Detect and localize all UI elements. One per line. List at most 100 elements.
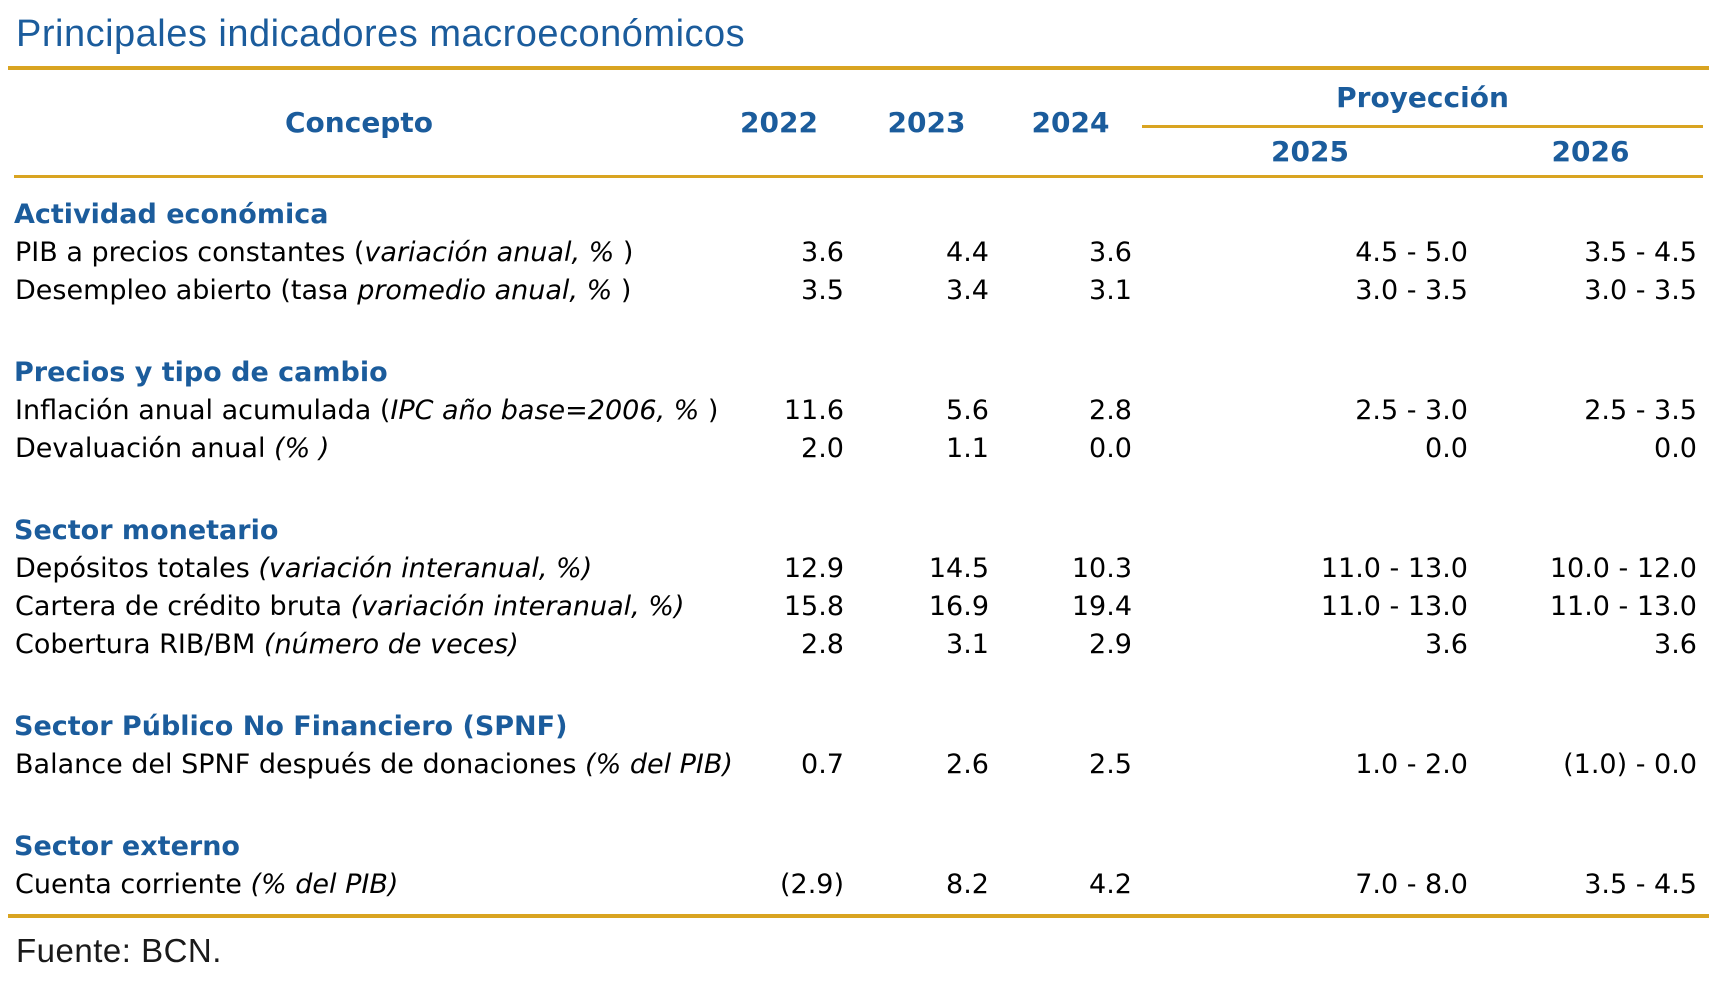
section-heading: Precios y tipo de cambio xyxy=(14,357,388,388)
cell-value: 3.5 - 4.5 xyxy=(1584,869,1697,900)
row-label-text: Cobertura RIB/BM xyxy=(15,629,264,660)
cell-value: 2.8 xyxy=(801,629,844,660)
cell-value: 3.6 xyxy=(1654,629,1697,660)
table-row: PIB a precios constantes (variación anua… xyxy=(14,234,1703,272)
table-header: Concepto 2022 2023 2024 Proyección 2025 … xyxy=(14,70,1703,176)
cell-value: 3.6 xyxy=(1089,237,1132,268)
section-sector-monetario: Sector monetario Depósitos totales (vari… xyxy=(14,468,1703,664)
cell-value: 2.9 xyxy=(1089,629,1132,660)
col-header-2023: 2023 xyxy=(887,105,966,139)
row-label-italic: IPC año base=2006, % xyxy=(390,395,700,426)
gold-rule-top xyxy=(8,66,1709,70)
col-header-2025: 2025 xyxy=(1271,134,1349,168)
section-sector-publico-no-financiero: Sector Público No Financiero (SPNF) Bala… xyxy=(14,664,1703,784)
row-label: Cartera de crédito bruta (variación inte… xyxy=(14,588,704,626)
row-label-text: Cartera de crédito bruta xyxy=(15,591,351,622)
cell-value: 11.6 xyxy=(783,395,844,426)
row-label-text: Cuenta corriente xyxy=(15,869,251,900)
cell-value: 4.2 xyxy=(1089,869,1132,900)
cell-value: 1.0 - 2.0 xyxy=(1355,749,1468,780)
section-heading: Sector monetario xyxy=(14,515,279,546)
cell-value: 3.1 xyxy=(1089,275,1132,306)
cell-value: 19.4 xyxy=(1071,591,1132,622)
row-label: Balance del SPNF después de donaciones (… xyxy=(14,746,733,784)
cell-value: 3.1 xyxy=(946,629,989,660)
row-label-text: ) xyxy=(612,275,632,306)
row-label-italic: (número de veces) xyxy=(263,629,519,660)
cell-value: 0.0 xyxy=(1425,433,1468,464)
row-label-text: Desempleo abierto (tasa xyxy=(15,275,358,306)
cell-value: (2.9) xyxy=(779,869,844,900)
section-heading-row: Sector monetario xyxy=(14,468,1703,550)
row-label-text: Devaluación anual xyxy=(15,433,275,464)
row-label-italic: promedio anual, % xyxy=(357,275,613,306)
cell-value: 0.0 xyxy=(1089,433,1132,464)
cell-value: 2.6 xyxy=(946,749,989,780)
row-label: Devaluación anual (% ) xyxy=(14,430,704,468)
row-label-italic: (variación interanual, %) xyxy=(258,553,593,584)
page-title: Principales indicadores macroeconómicos xyxy=(16,13,746,55)
row-label: Cobertura RIB/BM (número de veces) xyxy=(14,626,704,664)
cell-value: 3.5 xyxy=(801,275,844,306)
col-header-2026: 2026 xyxy=(1551,134,1630,168)
row-label: Desempleo abierto (tasa promedio anual, … xyxy=(14,272,704,310)
cell-value: 3.0 - 3.5 xyxy=(1355,275,1468,306)
col-header-2022: 2022 xyxy=(740,105,818,139)
row-label: Inflación anual acumulada (IPC año base=… xyxy=(14,392,718,430)
cell-value: 0.7 xyxy=(801,749,844,780)
table-row: Cobertura RIB/BM (número de veces) 2.8 3… xyxy=(14,626,1703,664)
cell-value: 0.0 xyxy=(1654,433,1697,464)
row-label-text: ) xyxy=(614,237,634,268)
cell-value: 8.2 xyxy=(946,869,989,900)
cell-value: 2.5 - 3.5 xyxy=(1584,395,1697,426)
cell-value: 10.3 xyxy=(1071,553,1132,584)
cell-value: 3.6 xyxy=(801,237,844,268)
row-label: Depósitos totales (variación interanual,… xyxy=(14,550,704,588)
row-label: Cuenta corriente (% del PIB) xyxy=(14,866,704,904)
section-heading-row: Sector Público No Financiero (SPNF) xyxy=(14,664,1703,746)
section-sector-externo: Sector externo Cuenta corriente (% del P… xyxy=(14,784,1703,904)
section-heading: Sector Público No Financiero (SPNF) xyxy=(14,711,568,742)
section-heading-row: Actividad económica xyxy=(14,176,1703,234)
table-row: Cuenta corriente (% del PIB) (2.9) 8.2 4… xyxy=(14,866,1703,904)
row-label-italic: (% ) xyxy=(274,433,330,464)
section-actividad-economica: Actividad económica PIB a precios consta… xyxy=(14,176,1703,310)
gold-rule-bottom xyxy=(8,913,1709,918)
section-heading-row: Precios y tipo de cambio xyxy=(14,310,1703,392)
cell-value: 2.0 xyxy=(801,433,844,464)
row-label-text: Balance del SPNF después de donaciones xyxy=(15,749,586,780)
section-heading-row: Sector externo xyxy=(14,784,1703,866)
cell-value: 1.1 xyxy=(946,433,989,464)
indicators-table: Concepto 2022 2023 2024 Proyección 2025 … xyxy=(14,70,1703,904)
cell-value: 16.9 xyxy=(928,591,989,622)
row-label: PIB a precios constantes (variación anua… xyxy=(14,234,704,272)
cell-value: 5.6 xyxy=(946,395,989,426)
table-row: Depósitos totales (variación interanual,… xyxy=(14,550,1703,588)
cell-value: 11.0 - 13.0 xyxy=(1320,591,1468,622)
source-note: Fuente: BCN. xyxy=(16,931,222,969)
cell-value: 11.0 - 13.0 xyxy=(1320,553,1468,584)
section-heading: Sector externo xyxy=(14,831,240,862)
row-label-text: Depósitos totales xyxy=(15,553,259,584)
cell-value: 4.4 xyxy=(946,237,989,268)
col-header-2024: 2024 xyxy=(1031,105,1110,139)
table-row: Cartera de crédito bruta (variación inte… xyxy=(14,588,1703,626)
cell-value: 7.0 - 8.0 xyxy=(1355,869,1468,900)
row-label-italic: (% del PIB) xyxy=(585,749,733,780)
section-precios-y-tipo-de-cambio: Precios y tipo de cambio Inflación anual… xyxy=(14,310,1703,468)
table-row: Balance del SPNF después de donaciones (… xyxy=(14,746,1703,784)
cell-value: 12.9 xyxy=(783,553,844,584)
cell-value: (1.0) - 0.0 xyxy=(1563,749,1697,780)
cell-value: 3.6 xyxy=(1425,629,1468,660)
cell-value: 10.0 - 12.0 xyxy=(1549,553,1697,584)
table-row: Desempleo abierto (tasa promedio anual, … xyxy=(14,272,1703,310)
cell-value: 15.8 xyxy=(783,591,844,622)
cell-value: 11.0 - 13.0 xyxy=(1549,591,1697,622)
row-label-text: ) xyxy=(699,395,719,426)
row-label-text: Inflación anual acumulada ( xyxy=(15,395,391,426)
cell-value: 4.5 - 5.0 xyxy=(1355,237,1468,268)
col-group-header-proyeccion: Proyección xyxy=(1142,70,1703,128)
cell-value: 14.5 xyxy=(928,553,989,584)
cell-value: 2.8 xyxy=(1089,395,1132,426)
